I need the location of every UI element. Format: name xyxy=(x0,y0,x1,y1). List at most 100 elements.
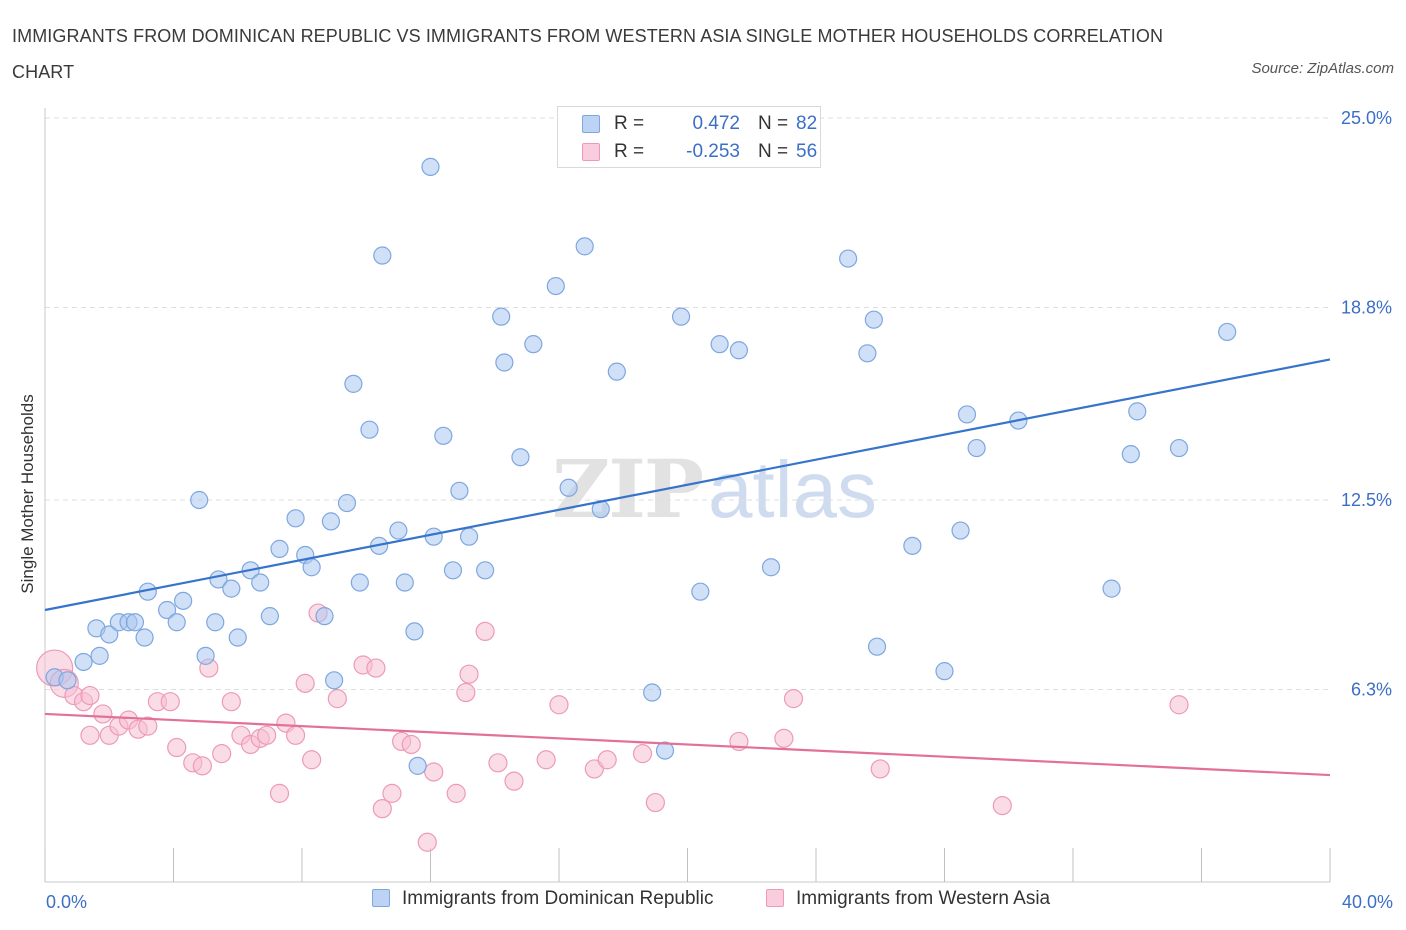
legend-r-label: R = xyxy=(614,141,645,162)
y-axis-label: Single Mother Households xyxy=(18,394,37,594)
data-point-western-asia xyxy=(870,759,890,779)
data-point-dominican-republic xyxy=(302,558,321,577)
y-tick-label: 12.5% xyxy=(1341,490,1392,510)
legend-swatch-pink xyxy=(766,889,784,907)
source-label: Source: ZipAtlas.com xyxy=(1251,60,1394,77)
data-point-dominican-republic xyxy=(325,671,344,690)
data-point-dominican-republic xyxy=(839,249,858,268)
data-point-dominican-republic xyxy=(421,157,440,176)
data-point-dominican-republic xyxy=(344,374,363,393)
data-point-dominican-republic xyxy=(389,521,408,540)
x-tick-label: 40.0% xyxy=(1342,892,1393,912)
data-point-dominican-republic xyxy=(337,493,357,513)
data-point-dominican-republic xyxy=(511,448,530,467)
data-point-dominican-republic xyxy=(100,625,119,644)
watermark-atlas: atlas xyxy=(707,445,877,534)
data-point-western-asia xyxy=(212,744,232,764)
data-point-dominican-republic xyxy=(575,237,594,256)
data-point-dominican-republic xyxy=(1169,438,1189,458)
legend-label-western-asia: Immigrants from Western Asia xyxy=(796,888,1051,909)
legend-swatch-blue xyxy=(372,889,390,907)
data-point-dominican-republic xyxy=(190,490,209,510)
data-point-dominican-republic xyxy=(315,607,334,626)
data-point-dominican-republic xyxy=(1121,445,1140,464)
data-point-dominican-republic xyxy=(434,426,453,445)
legend-item-western-asia: Immigrants from Western Asia xyxy=(766,888,1050,910)
data-point-dominican-republic xyxy=(321,512,341,531)
data-point-western-asia xyxy=(372,799,392,819)
legend-r-value: -0.253 xyxy=(686,141,740,162)
data-point-dominican-republic xyxy=(864,310,883,329)
data-point-dominican-republic xyxy=(671,307,691,326)
data-point-dominican-republic xyxy=(174,591,193,610)
data-point-dominican-republic xyxy=(167,613,186,632)
data-point-dominican-republic xyxy=(957,405,977,424)
data-point-western-asia xyxy=(257,725,277,745)
data-point-dominican-republic xyxy=(655,741,675,760)
axes xyxy=(44,108,1331,883)
data-point-western-asia xyxy=(302,750,322,770)
data-point-western-asia xyxy=(597,750,617,770)
data-point-western-asia xyxy=(93,704,113,724)
data-point-dominican-republic xyxy=(360,420,379,439)
data-point-western-asia xyxy=(446,783,466,803)
data-point-western-asia xyxy=(992,795,1012,816)
data-point-western-asia xyxy=(488,753,508,773)
data-point-dominican-republic xyxy=(135,628,154,647)
data-point-dominican-republic xyxy=(492,307,511,326)
data-point-dominican-republic xyxy=(450,481,469,500)
data-point-western-asia xyxy=(459,664,479,684)
trend-lines xyxy=(44,358,1331,777)
data-point-dominican-republic xyxy=(643,683,662,702)
data-point-dominican-republic xyxy=(228,628,247,647)
data-point-western-asia xyxy=(192,756,213,776)
data-point-dominican-republic xyxy=(405,622,424,641)
data-point-dominican-republic xyxy=(710,335,729,354)
data-point-western-asia xyxy=(783,689,804,709)
trend-line-dominican-republic xyxy=(44,358,1331,612)
data-point-dominican-republic xyxy=(858,344,877,363)
data-point-western-asia xyxy=(221,692,241,712)
series-western-asia xyxy=(36,603,1189,852)
correlation-legend: R = 0.472 N = 82 R = -0.253 N = 56 xyxy=(557,106,821,168)
data-point-western-asia xyxy=(456,682,476,703)
data-point-dominican-republic xyxy=(476,561,495,580)
data-point-dominican-republic xyxy=(157,600,177,620)
data-point-dominican-republic xyxy=(607,362,626,381)
data-point-dominican-republic xyxy=(691,582,710,601)
data-point-western-asia xyxy=(536,750,556,770)
data-point-dominican-republic xyxy=(196,646,215,665)
data-point-western-asia xyxy=(160,692,180,712)
data-point-dominican-republic xyxy=(408,756,427,775)
data-point-dominican-republic xyxy=(350,573,369,592)
data-point-dominican-republic xyxy=(286,509,305,528)
legend-swatch-blue xyxy=(582,115,600,133)
data-point-dominican-republic xyxy=(761,558,781,577)
data-point-dominican-republic xyxy=(260,607,279,626)
legend-r-value: 0.472 xyxy=(692,113,740,134)
data-point-dominican-republic xyxy=(90,646,109,665)
data-point-western-asia xyxy=(138,716,158,736)
data-point-dominican-republic xyxy=(495,353,514,372)
data-point-western-asia xyxy=(504,771,524,791)
data-point-dominican-republic xyxy=(251,573,270,592)
data-point-dominican-republic xyxy=(74,652,93,672)
legend-item-dominican: Immigrants from Dominican Republic xyxy=(372,888,714,910)
chart-title: IMMIGRANTS FROM DOMINICAN REPUBLIC VS IM… xyxy=(12,26,1164,82)
y-tick-label: 6.3% xyxy=(1351,679,1392,699)
data-point-western-asia xyxy=(285,725,306,745)
data-point-western-asia xyxy=(549,695,569,715)
data-point-western-asia xyxy=(401,734,421,755)
data-point-western-asia xyxy=(80,725,100,745)
data-point-western-asia xyxy=(475,621,495,642)
tick-labels: 6.3% 12.5% 18.8% 25.0% 0.0% 40.0% xyxy=(46,108,1393,912)
x-tick-label: 0.0% xyxy=(46,892,87,912)
data-point-western-asia xyxy=(327,689,347,709)
data-point-dominican-republic xyxy=(459,527,479,546)
data-point-western-asia xyxy=(295,673,315,693)
data-point-western-asia xyxy=(269,783,290,803)
data-point-dominican-republic xyxy=(951,521,970,540)
data-point-dominican-republic xyxy=(729,341,749,360)
data-point-western-asia xyxy=(417,832,437,852)
